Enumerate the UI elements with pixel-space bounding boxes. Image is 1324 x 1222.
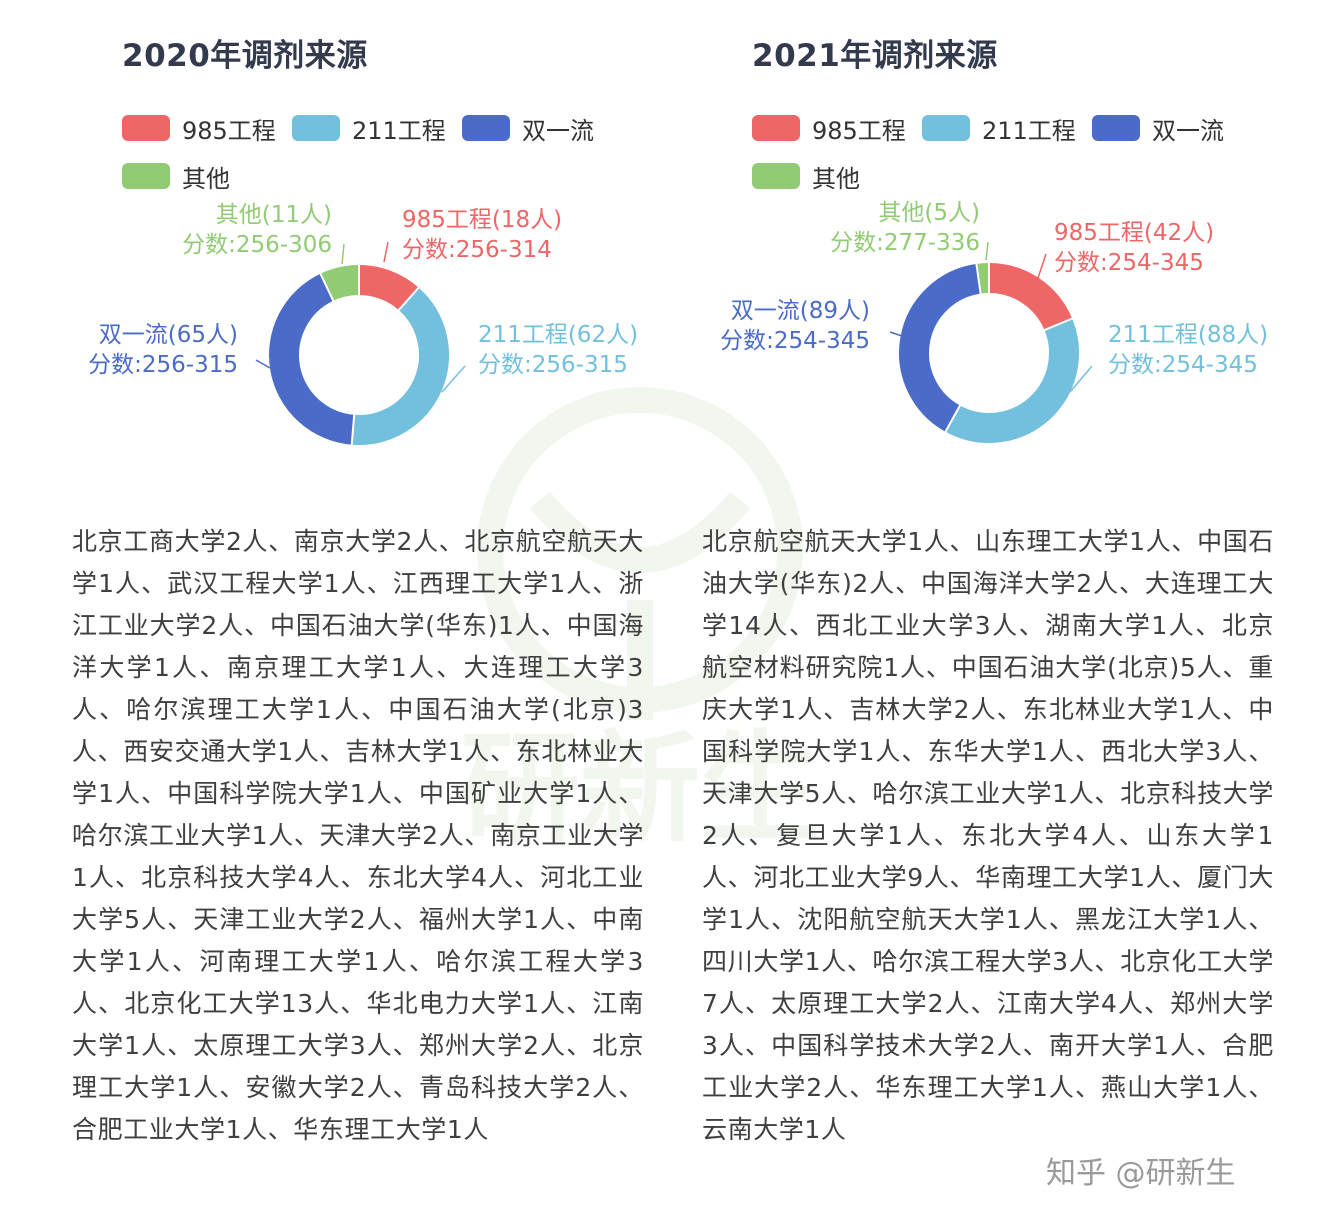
data-label-985: 985工程(18人) <box>402 207 562 233</box>
legend-label: 双一流 <box>522 116 594 145</box>
data-label-score-other: 分数:256-306 <box>182 232 332 258</box>
data-label-other: 其他(5人) <box>878 200 980 226</box>
footer-credit: 知乎 @研新生 <box>1046 1156 1236 1191</box>
legend-swatch-double <box>462 115 510 141</box>
legend-label: 双一流 <box>1152 116 1224 145</box>
legend-label: 211工程 <box>352 116 446 145</box>
legend-label: 其他 <box>812 164 860 193</box>
legend-swatch-double <box>1092 115 1140 141</box>
donut-slice-211[interactable] <box>945 318 1079 443</box>
data-label-score-other: 分数:277-336 <box>830 230 980 256</box>
leader-line-double <box>255 359 271 369</box>
legend-item-double[interactable]: 双一流 <box>1092 113 1224 145</box>
leader-line-double <box>889 331 903 337</box>
leader-line-other <box>985 241 989 261</box>
legend-swatch-985 <box>122 115 170 141</box>
source-list: 北京工商大学2人、南京大学2人、北京航空航天大学1人、武汉工程大学1人、江西理工… <box>72 527 644 1144</box>
donut-slice-211[interactable] <box>351 287 449 445</box>
legend-swatch-other <box>122 163 170 189</box>
legend-item-211[interactable]: 211工程 <box>292 113 446 145</box>
data-label-double: 双一流(65人) <box>99 322 238 348</box>
leader-line-211 <box>1069 365 1093 393</box>
chart-panel-2021: 2021年调剂来源 985工程 211工程 双一流 其他 985工程(42人) 分… <box>662 0 1324 1222</box>
legend-item-other[interactable]: 其他 <box>752 161 860 193</box>
legend-item-double[interactable]: 双一流 <box>462 113 594 145</box>
legend-swatch-211 <box>292 115 340 141</box>
slice-separator <box>944 404 962 434</box>
chart-title: 2020年调剂来源 <box>122 38 368 74</box>
slice-separator <box>975 262 982 295</box>
chart-panel-2020: 2020年调剂来源 985工程 211工程 双一流 其他 985工程(18人) 分… <box>72 38 644 1144</box>
donut-slice-other[interactable] <box>320 265 360 302</box>
data-label-score-double: 分数:254-345 <box>720 328 870 354</box>
donut-slice-985[interactable] <box>358 265 419 311</box>
donut-chart-2021: 985工程(42人) 分数:254-345 211工程(88人) 分数:254-345… <box>720 200 1268 443</box>
donut-chart-2020: 985工程(18人) 分数:256-314 211工程(62人) 分数:256-315… <box>88 202 638 446</box>
slice-separator <box>397 286 421 312</box>
leader-line-211 <box>441 365 466 393</box>
data-label-score-211: 分数:254-345 <box>1108 352 1258 378</box>
leader-line-985 <box>383 241 389 263</box>
slice-separator <box>1043 317 1074 332</box>
leader-line-other <box>341 243 345 265</box>
legend-label: 985工程 <box>182 116 276 145</box>
leader-line-985 <box>1037 253 1047 279</box>
legend-swatch-211 <box>922 115 970 141</box>
source-list: 北京航空航天大学1人、山东理工大学1人、中国石油大学(华东)2人、中国海洋大学2… <box>702 527 1274 1144</box>
legend-item-other[interactable]: 其他 <box>122 161 230 193</box>
data-label-score-985: 分数:256-314 <box>402 237 552 263</box>
chart-title: 2021年调剂来源 <box>752 38 998 74</box>
donut-slice-double[interactable] <box>899 263 982 432</box>
data-label-score-985: 分数:254-345 <box>1054 250 1204 276</box>
legend-label: 211工程 <box>982 116 1076 145</box>
data-label-score-double: 分数:256-315 <box>88 352 238 378</box>
legend-item-985[interactable]: 985工程 <box>122 113 276 145</box>
donut-slice-double[interactable] <box>269 273 355 445</box>
legend-swatch-other <box>752 163 800 189</box>
data-label-211: 211工程(62人) <box>478 322 638 348</box>
slice-separator <box>319 272 335 303</box>
legend-label: 985工程 <box>812 116 906 145</box>
data-label-score-211: 分数:256-315 <box>478 352 628 378</box>
legend-swatch-985 <box>752 115 800 141</box>
legend-item-211[interactable]: 211工程 <box>922 113 1076 145</box>
data-label-double: 双一流(89人) <box>731 298 870 324</box>
slice-separator <box>350 413 356 446</box>
data-label-211: 211工程(88人) <box>1108 322 1268 348</box>
donut-slice-985[interactable] <box>988 263 1073 331</box>
legend-item-985[interactable]: 985工程 <box>752 113 906 145</box>
legend-label: 其他 <box>182 164 230 193</box>
data-label-other: 其他(11人) <box>216 202 332 228</box>
donut-slice-other[interactable] <box>976 263 990 294</box>
data-label-985: 985工程(42人) <box>1054 220 1214 246</box>
